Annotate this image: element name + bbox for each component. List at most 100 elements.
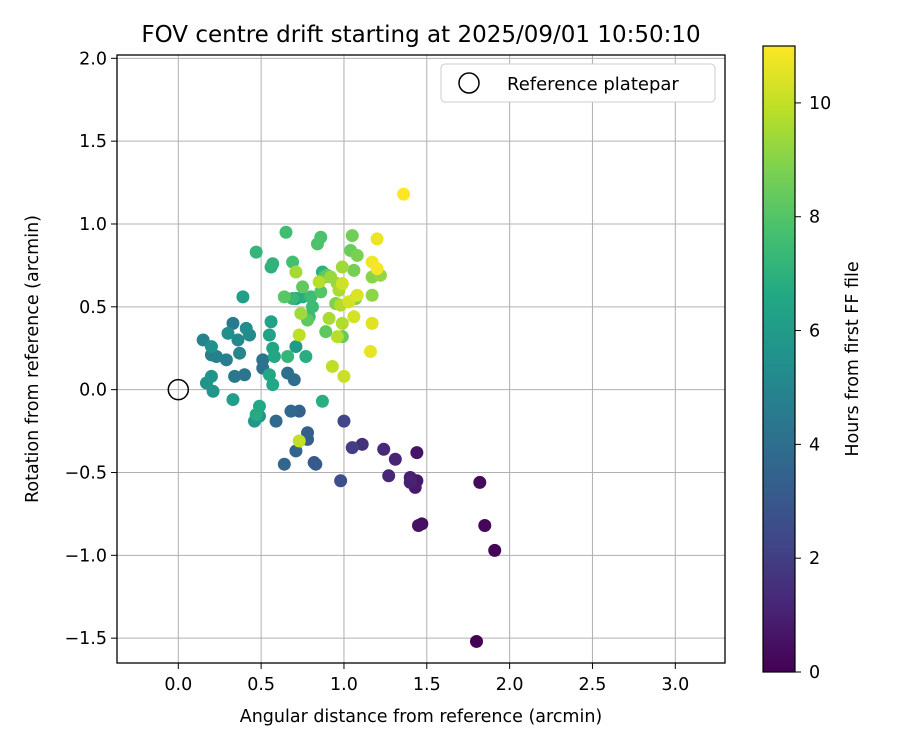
data-point bbox=[266, 378, 280, 392]
x-tick-label: 2.5 bbox=[579, 675, 607, 695]
data-point bbox=[335, 316, 349, 330]
data-point bbox=[309, 457, 323, 471]
y-tick-label: 0.0 bbox=[79, 381, 107, 401]
data-point bbox=[219, 353, 233, 367]
chart-title: FOV centre drift starting at 2025/09/01 … bbox=[141, 22, 700, 48]
y-tick-label: 1.0 bbox=[79, 215, 107, 235]
legend-box bbox=[440, 63, 716, 103]
data-point bbox=[304, 290, 318, 304]
data-point bbox=[410, 446, 424, 460]
data-point bbox=[281, 366, 295, 380]
legend: Reference platepar bbox=[440, 63, 716, 103]
data-point bbox=[312, 275, 326, 289]
data-point bbox=[239, 321, 253, 335]
y-tick-label: 0.5 bbox=[79, 298, 107, 318]
data-point bbox=[347, 310, 361, 324]
x-tick-label: 1.5 bbox=[413, 675, 441, 695]
data-point bbox=[277, 457, 291, 471]
data-point bbox=[388, 452, 402, 466]
data-point bbox=[292, 328, 306, 342]
data-point bbox=[289, 265, 303, 279]
data-point bbox=[206, 384, 220, 398]
data-point bbox=[403, 475, 417, 489]
data-point bbox=[294, 306, 308, 320]
data-point bbox=[262, 328, 276, 342]
data-point bbox=[231, 333, 245, 347]
data-point bbox=[204, 340, 218, 354]
data-point bbox=[382, 469, 396, 483]
legend-marker-icon bbox=[458, 72, 480, 94]
data-point bbox=[236, 290, 250, 304]
data-point bbox=[355, 437, 369, 451]
colorbar-gradient bbox=[762, 45, 796, 673]
data-point bbox=[315, 394, 329, 408]
data-point bbox=[228, 369, 242, 383]
y-tick-label: 1.5 bbox=[79, 132, 107, 152]
y-axis-label: Rotation from reference (arcmin) bbox=[23, 215, 43, 503]
data-point bbox=[226, 393, 240, 407]
colorbar-tick-label: 4 bbox=[809, 435, 820, 455]
data-point bbox=[473, 475, 487, 489]
data-point bbox=[296, 280, 310, 294]
y-tick-label: 2.0 bbox=[79, 49, 107, 69]
colorbar-label: Hours from first FF file bbox=[843, 261, 863, 456]
data-point bbox=[267, 350, 281, 364]
colorbar-tick-label: 2 bbox=[809, 549, 820, 569]
data-point bbox=[204, 369, 218, 383]
data-point bbox=[324, 270, 338, 284]
data-point bbox=[345, 441, 359, 455]
data-point bbox=[319, 325, 333, 339]
data-point bbox=[289, 340, 303, 354]
data-point bbox=[370, 262, 384, 276]
data-point bbox=[322, 311, 336, 325]
y-tick-label: −0.5 bbox=[65, 463, 108, 483]
data-point bbox=[335, 277, 349, 291]
data-points bbox=[196, 187, 502, 648]
data-point bbox=[488, 543, 502, 557]
data-point bbox=[281, 350, 295, 364]
data-point bbox=[412, 518, 426, 532]
data-point bbox=[478, 518, 492, 532]
data-point bbox=[279, 225, 293, 239]
data-point bbox=[370, 232, 384, 246]
data-point bbox=[301, 426, 315, 440]
data-point bbox=[249, 407, 263, 421]
colorbar-tick-label: 0 bbox=[809, 663, 820, 683]
data-point bbox=[256, 353, 270, 367]
y-tick-label: −1.0 bbox=[65, 546, 108, 566]
data-point bbox=[345, 229, 359, 243]
data-point bbox=[325, 359, 339, 373]
x-tick-label: 2.0 bbox=[496, 675, 524, 695]
colorbar-tick-label: 10 bbox=[809, 94, 831, 114]
data-point bbox=[337, 369, 351, 383]
data-point bbox=[289, 444, 303, 458]
colorbar-tick-label: 8 bbox=[809, 208, 820, 228]
colorbar-tick-label: 6 bbox=[809, 322, 820, 342]
x-axis-ticks: 0.0 0.5 1.0 1.5 2.0 2.5 3.0 bbox=[164, 663, 689, 695]
data-point bbox=[469, 634, 483, 648]
x-tick-label: 0.5 bbox=[247, 675, 275, 695]
data-point bbox=[269, 414, 283, 428]
data-point bbox=[334, 474, 348, 488]
data-point bbox=[314, 285, 328, 299]
y-axis-ticks: 2.0 1.5 1.0 0.5 0.0 −0.5 −1.0 −1.5 bbox=[65, 49, 117, 649]
data-point bbox=[365, 288, 379, 302]
data-point bbox=[286, 255, 300, 269]
data-point bbox=[264, 315, 278, 329]
colorbar: 0 2 4 6 8 10 Hours from first FF file bbox=[762, 45, 863, 683]
data-point bbox=[330, 330, 344, 344]
data-point bbox=[365, 316, 379, 330]
data-point bbox=[350, 288, 364, 302]
data-point bbox=[350, 248, 364, 262]
data-point bbox=[305, 300, 319, 314]
x-tick-label: 1.0 bbox=[330, 675, 358, 695]
reference-marker bbox=[167, 378, 190, 401]
grid-lines bbox=[117, 55, 725, 663]
data-point bbox=[277, 290, 291, 304]
x-axis-label: Angular distance from reference (arcmin) bbox=[240, 707, 603, 727]
data-point bbox=[262, 368, 276, 382]
data-point bbox=[292, 434, 306, 448]
y-tick-label: −1.5 bbox=[65, 629, 108, 649]
data-point bbox=[335, 260, 349, 274]
